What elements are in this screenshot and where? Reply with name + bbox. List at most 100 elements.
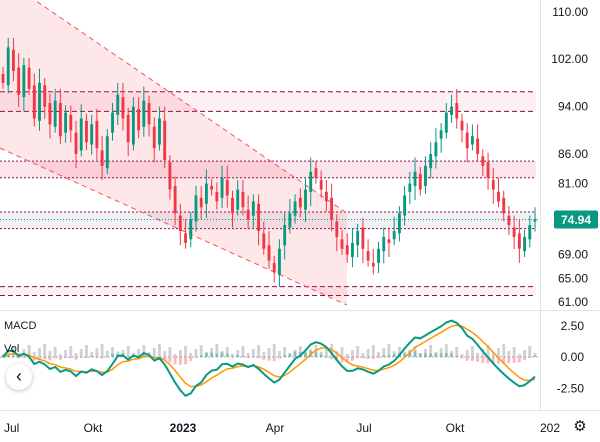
macd-histogram-bar	[450, 353, 453, 357]
candle-body	[403, 195, 407, 216]
candle	[147, 95, 151, 137]
candle	[220, 165, 224, 208]
candle-body	[158, 118, 161, 145]
candle	[1, 66, 5, 89]
candle-body	[257, 203, 261, 231]
candle	[429, 142, 433, 179]
candle	[523, 229, 527, 258]
macd-histogram-bar	[262, 357, 266, 360]
candle-body	[194, 195, 198, 222]
candle-body	[387, 239, 391, 243]
volume-bar	[324, 348, 328, 357]
settings-button[interactable]: ⚙	[570, 416, 590, 436]
candle	[204, 169, 208, 218]
volume-bar	[330, 344, 334, 357]
time-tick-label: Apr	[266, 421, 285, 435]
candle	[74, 120, 78, 169]
candle-body	[147, 103, 151, 125]
macd-histogram-bar	[533, 355, 537, 357]
candle	[69, 105, 73, 143]
zone-fill	[0, 91, 536, 112]
macd-histogram-bar	[408, 351, 412, 357]
price-tick-label: 94.00	[558, 100, 588, 114]
macd-histogram-bar	[340, 357, 344, 363]
time-tick-label: Jul	[356, 421, 371, 435]
volume-bar	[455, 347, 459, 357]
candle	[267, 231, 271, 269]
macd-histogram-bar	[32, 357, 36, 361]
candle-body	[152, 126, 156, 149]
candle-body	[215, 191, 219, 202]
macd-histogram-bar	[460, 357, 464, 359]
candle	[351, 228, 354, 268]
volume-bar	[262, 352, 266, 357]
volume-bar	[507, 351, 511, 357]
volume-bar	[251, 349, 255, 357]
volume-bar	[418, 353, 422, 357]
volume-bar	[194, 349, 198, 357]
volume-bar	[69, 346, 73, 357]
macd-histogram-bar	[142, 354, 146, 357]
candle	[455, 88, 459, 129]
candle	[439, 123, 443, 153]
macd-histogram-bar	[194, 356, 198, 358]
candle	[215, 182, 219, 210]
candle-body	[246, 209, 250, 220]
volume-bar	[74, 353, 78, 357]
macd-histogram-bar	[319, 354, 323, 357]
volume-bar	[231, 354, 234, 357]
macd-line	[2, 319, 536, 398]
candle	[111, 103, 114, 141]
volume-bar	[434, 352, 438, 357]
volume-bar	[241, 346, 245, 357]
candle-body	[481, 156, 485, 166]
candle-body	[90, 124, 94, 145]
macd-histogram-bar	[43, 357, 47, 360]
macd-histogram-bar	[361, 357, 365, 359]
candle-body	[439, 130, 443, 139]
candle	[251, 194, 255, 228]
volume-bar	[439, 348, 443, 357]
candle	[184, 219, 187, 249]
macd-histogram-bar	[241, 356, 245, 358]
macd-histogram-bar	[403, 351, 407, 357]
macd-histogram-bar	[215, 353, 219, 357]
price-axis: 110.00 102.00 94.00 86.00 81.00 69.00 65.00 61.…	[0, 0, 600, 411]
macd-histogram-bar	[85, 357, 88, 358]
volume-bar	[304, 353, 307, 357]
volume-bar	[236, 350, 240, 357]
volume-bar	[142, 345, 146, 357]
volume-bar	[366, 349, 370, 357]
volume-bar	[460, 354, 464, 357]
macd-tick-label: -2.50	[557, 381, 585, 395]
candle-body	[168, 162, 172, 190]
candle	[142, 86, 146, 137]
candle	[241, 180, 245, 216]
macd-histogram-bar	[277, 357, 281, 359]
macd-histogram-bar	[491, 357, 495, 364]
macd-histogram-bar	[178, 357, 182, 365]
price-tick-label: 86.00	[558, 147, 588, 161]
macd-histogram-bar	[377, 357, 380, 358]
macd-tick-label: 2.50	[561, 319, 585, 333]
candle	[470, 124, 474, 151]
candle-body	[173, 185, 177, 214]
candle-body	[304, 189, 307, 210]
macd-histogram-bar	[74, 357, 78, 360]
time-axis: Jul Okt 2023 Apr Jul Okt 202	[4, 421, 560, 435]
candle	[424, 156, 427, 194]
volume-bar	[189, 353, 193, 357]
macd-histogram-bar	[48, 357, 52, 361]
collapse-button[interactable]: ‹	[6, 364, 32, 390]
macd-histogram-bar	[100, 357, 104, 359]
volume-bar	[220, 351, 224, 357]
volume-bar	[345, 354, 349, 357]
macd-histogram-bar	[267, 357, 271, 361]
volume-bar	[491, 352, 495, 357]
candle-body	[314, 168, 318, 178]
candle-body	[100, 150, 104, 166]
candle-body	[11, 49, 15, 72]
macd-histogram-bar	[116, 351, 120, 357]
candle-body	[43, 85, 47, 107]
